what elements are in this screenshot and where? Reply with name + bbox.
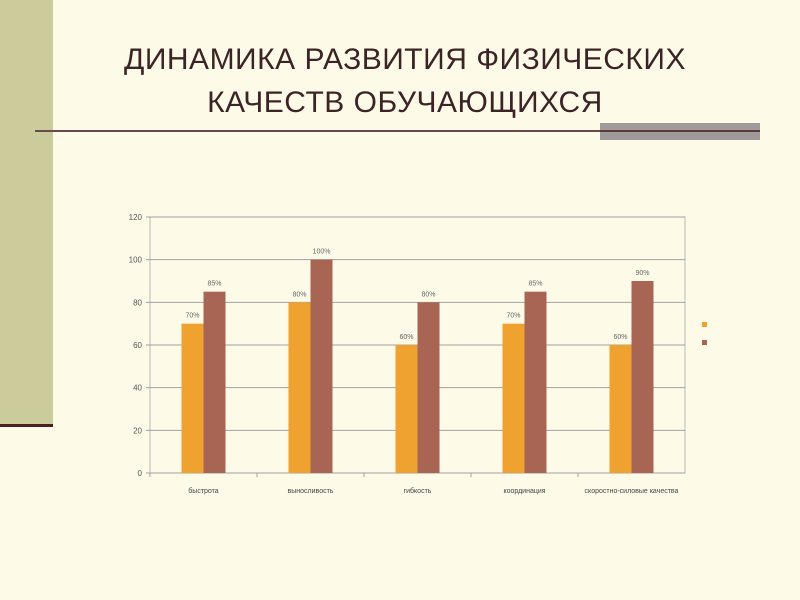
data-label: 60% xyxy=(399,334,413,341)
x-tick-label: быстрота xyxy=(188,487,219,495)
slide-title-line-1: ДИНАМИКА РАЗВИТИЯ ФИЗИЧЕСКИХ xyxy=(124,43,686,76)
y-tick-label: 40 xyxy=(133,384,142,393)
bar xyxy=(631,281,654,473)
y-tick-label: 100 xyxy=(129,256,143,265)
y-tick-label: 120 xyxy=(129,213,143,222)
y-tick-label: 20 xyxy=(133,426,142,435)
bar xyxy=(502,323,525,473)
sidebar-decoration xyxy=(0,0,53,424)
y-tick-label: 80 xyxy=(133,298,142,307)
y-tick-label: 60 xyxy=(133,341,142,350)
bar xyxy=(288,302,311,473)
bar xyxy=(310,259,333,473)
bar xyxy=(181,323,204,473)
data-label: 70% xyxy=(185,313,199,320)
x-tick-label: скоростно-силовые качества xyxy=(585,488,679,495)
slide-title: ДИНАМИКА РАЗВИТИЯ ФИЗИЧЕСКИХ КАЧЕСТВ ОБУ… xyxy=(55,38,755,124)
title-accent-line xyxy=(600,130,760,132)
data-label: 60% xyxy=(613,334,627,341)
y-tick-label: 0 xyxy=(138,469,143,478)
x-tick-label: гибкость xyxy=(404,487,432,495)
legend-swatch xyxy=(702,322,707,327)
x-tick-label: координация xyxy=(503,488,545,495)
data-label: 80% xyxy=(292,291,306,298)
bar xyxy=(203,291,226,473)
bar-chart: 0 20 40 60 80 100 120 70% 85% быстрота 80% 100% выно… xyxy=(129,213,707,495)
sidebar-underline xyxy=(0,424,53,427)
data-label: 85% xyxy=(207,281,221,288)
title-divider xyxy=(35,130,760,132)
bar xyxy=(609,345,632,473)
legend-swatch xyxy=(702,340,707,345)
data-label: 80% xyxy=(421,291,435,298)
bar xyxy=(524,291,547,473)
bar xyxy=(417,302,440,473)
slide-title-line-2: КАЧЕСТВ ОБУЧАЮЩИХСЯ xyxy=(207,86,603,119)
x-tick-label: выносливость xyxy=(288,488,334,495)
data-label: 90% xyxy=(635,270,649,277)
data-label: 70% xyxy=(506,313,520,320)
data-label: 85% xyxy=(528,281,542,288)
data-label: 100% xyxy=(313,249,331,256)
bar xyxy=(395,345,418,473)
